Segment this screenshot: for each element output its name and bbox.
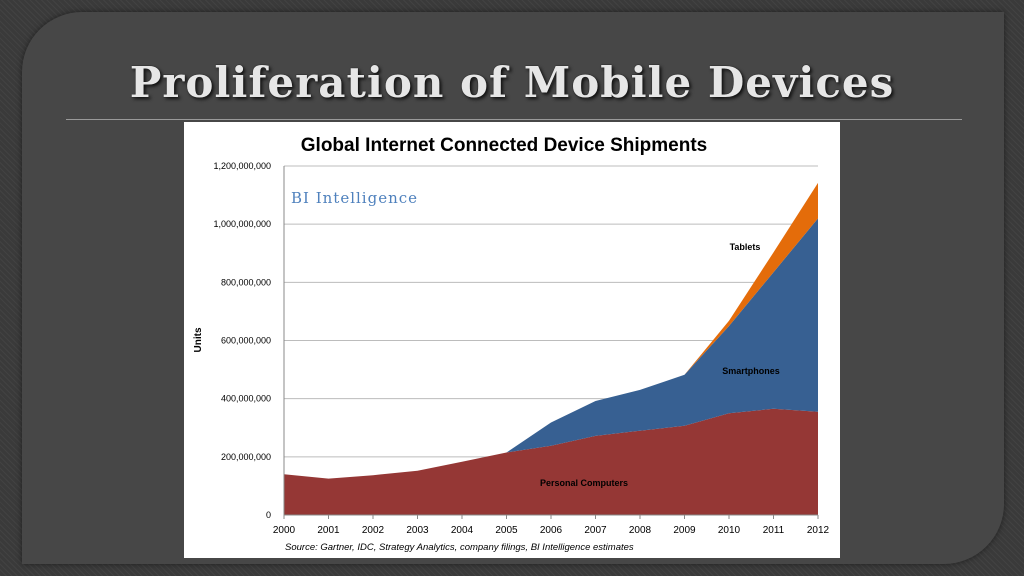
area-chart: 0 200,000,000 400,000,000 600,000,000 800,00… bbox=[193, 135, 830, 553]
x-tick-label: 2007 bbox=[584, 525, 607, 536]
area-pc bbox=[284, 408, 818, 515]
x-tick-label: 2004 bbox=[451, 525, 474, 536]
x-tick-label: 2012 bbox=[807, 525, 830, 536]
y-tick-label: 400,000,000 bbox=[221, 394, 271, 404]
source-note: Source: Gartner, IDC, Strategy Analytics… bbox=[285, 542, 634, 553]
x-tick-label: 2005 bbox=[495, 525, 518, 536]
watermark-label: BI Intelligence bbox=[291, 189, 418, 207]
y-tick-label: 800,000,000 bbox=[221, 277, 271, 287]
chart-frame: 0 200,000,000 400,000,000 600,000,000 800,00… bbox=[184, 122, 840, 558]
x-tick-labels: 2000 2001 2002 2003 2004 2005 2006 2007 2008 2009… bbox=[273, 515, 830, 536]
y-axis-label: Units bbox=[193, 327, 204, 352]
x-tick-label: 2008 bbox=[629, 525, 652, 536]
gridlines bbox=[284, 165, 818, 458]
x-tick-label: 2006 bbox=[540, 525, 563, 536]
y-tick-label: 1,200,000,000 bbox=[213, 161, 271, 171]
annotation-smartphones: Smartphones bbox=[722, 366, 780, 376]
x-tick-label: 2010 bbox=[718, 525, 741, 536]
slide-title: Proliferation of Mobile Devices bbox=[129, 58, 895, 107]
stacked-areas bbox=[284, 182, 818, 515]
x-tick-label: 2002 bbox=[362, 525, 385, 536]
annotation-personal-computers: Personal Computers bbox=[540, 478, 628, 488]
annotation-tablets: Tablets bbox=[730, 242, 761, 252]
y-tick-label: 1,000,000,000 bbox=[213, 219, 271, 229]
area-phone bbox=[284, 218, 818, 479]
y-tick-label: 200,000,000 bbox=[221, 452, 271, 462]
y-tick-labels: 0 200,000,000 400,000,000 600,000,000 800,00… bbox=[213, 161, 271, 520]
x-tick-label: 2000 bbox=[273, 525, 296, 536]
x-tick-label: 2003 bbox=[406, 525, 429, 536]
y-tick-label: 600,000,000 bbox=[221, 336, 271, 346]
y-tick-label: 0 bbox=[266, 510, 271, 520]
x-tick-label: 2009 bbox=[673, 525, 696, 536]
title-divider bbox=[66, 119, 962, 120]
x-tick-label: 2001 bbox=[317, 525, 340, 536]
chart-title: Global Internet Connected Device Shipmen… bbox=[301, 135, 707, 156]
x-tick-label: 2011 bbox=[763, 525, 785, 536]
